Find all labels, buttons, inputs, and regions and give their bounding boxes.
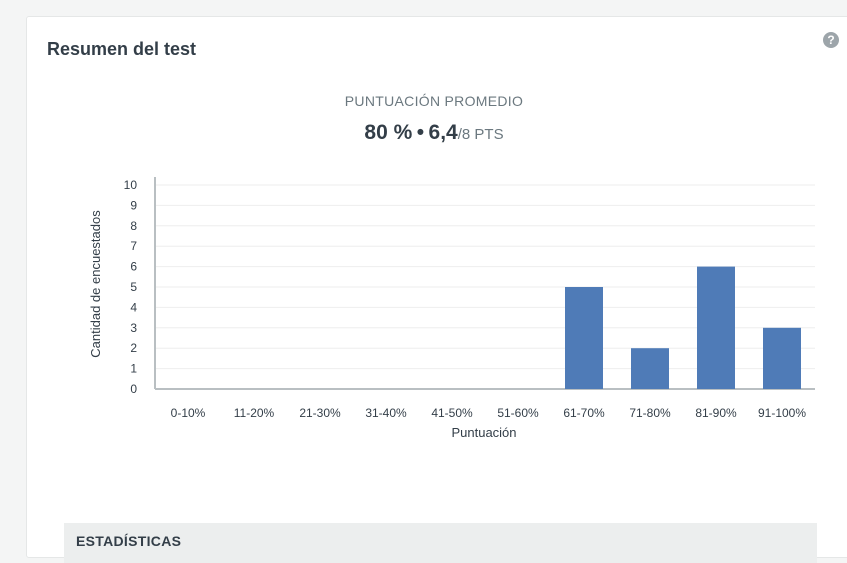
y-tick-label: 10 xyxy=(124,178,138,192)
average-percent: 80 % xyxy=(364,121,413,144)
x-tick-label: 31-40% xyxy=(365,406,407,420)
x-tick-label: 0-10% xyxy=(171,406,206,420)
average-score-label: PUNTUACIÓN PROMEDIO xyxy=(344,93,524,109)
y-tick-label: 0 xyxy=(130,382,137,396)
y-tick-label: 2 xyxy=(130,341,137,355)
x-tick-label: 11-20% xyxy=(234,406,275,420)
statistics-label: ESTADÍSTICAS xyxy=(76,533,182,549)
average-points: 6,4 xyxy=(428,121,458,144)
statistics-section-header: ESTADÍSTICAS xyxy=(64,523,817,563)
x-tick-label: 81-90% xyxy=(695,406,737,420)
bar xyxy=(763,327,801,389)
bar xyxy=(697,266,735,389)
y-tick-label: 5 xyxy=(130,280,137,294)
y-tick-label: 7 xyxy=(130,239,137,253)
average-score-value: 80 % • 6,4/8 PTS xyxy=(27,121,841,145)
card-title: Resumen del test xyxy=(47,39,197,59)
x-tick-label: 61-70% xyxy=(563,406,605,420)
y-tick-label: 1 xyxy=(130,362,137,376)
separator-dot: • xyxy=(416,121,425,144)
y-tick-label: 9 xyxy=(130,198,137,212)
x-tick-label: 51-60% xyxy=(497,406,539,420)
question-icon[interactable]: ? xyxy=(823,32,839,48)
x-tick-label: 91-100% xyxy=(758,406,806,420)
x-tick-label: 21-30% xyxy=(299,406,341,420)
y-axis-title: Cantidad de encuestados xyxy=(88,210,103,358)
test-summary-card: Resumen del test ? PUNTUACIÓN PROMEDIO 8… xyxy=(26,16,847,563)
y-tick-label: 3 xyxy=(130,321,137,335)
x-tick-label: 41-50% xyxy=(431,406,473,420)
x-tick-label: 71-80% xyxy=(629,406,671,420)
y-tick-label: 8 xyxy=(130,219,137,233)
bar xyxy=(631,348,669,389)
y-tick-label: 4 xyxy=(130,300,137,314)
bar xyxy=(565,287,603,389)
score-distribution-chart: 0 1 2 3 4 5 6 7 8 9 10 0-10% 11-20% 21-30% 31-40% 41-50… xyxy=(88,177,815,440)
max-points: /8 PTS xyxy=(457,126,504,143)
x-axis-title: Puntuación xyxy=(451,425,516,440)
y-tick-label: 6 xyxy=(130,260,137,274)
